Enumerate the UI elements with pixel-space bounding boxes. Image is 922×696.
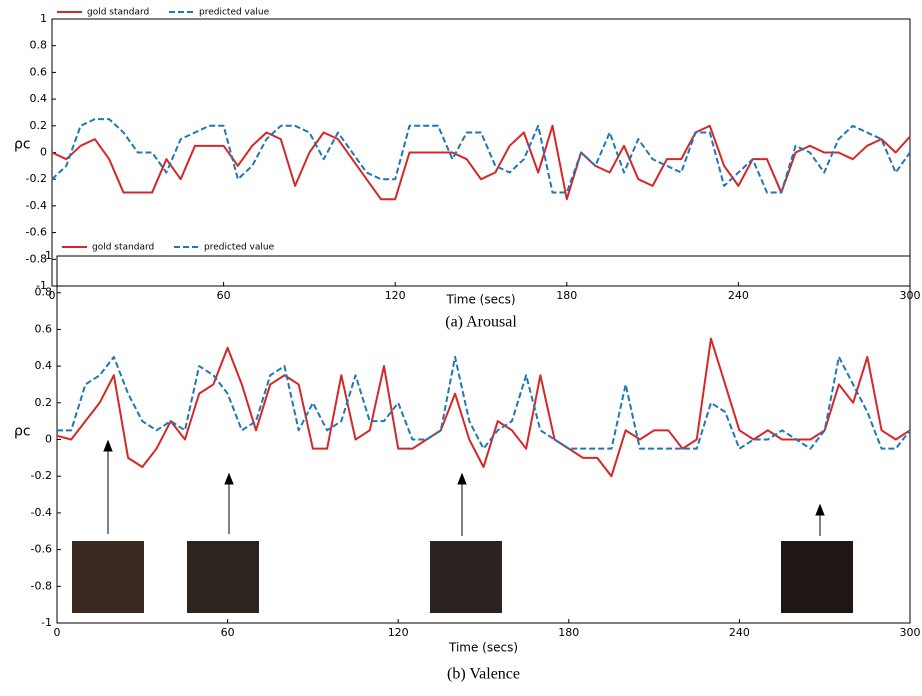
x-tick-label: 180 xyxy=(556,289,577,302)
y-tick-label: 0.6 xyxy=(30,65,48,78)
y-tick-label: 0 xyxy=(40,146,47,159)
arrow-head xyxy=(815,503,825,516)
y-tick-label: 0.4 xyxy=(35,359,53,372)
y-tick-label: -1 xyxy=(36,279,47,292)
face-image xyxy=(72,541,144,613)
y-tick-label: -0.4 xyxy=(31,506,52,519)
x-tick-label: 180 xyxy=(558,626,579,639)
arrow-head xyxy=(224,472,234,485)
arrow-head xyxy=(103,439,113,452)
series-line xyxy=(56,337,911,478)
series-line xyxy=(51,118,911,194)
x-tick-label: 300 xyxy=(900,626,921,639)
y-tick-label: 0.2 xyxy=(30,119,48,132)
y-tick-label: 1 xyxy=(45,249,52,262)
face-thumbnails xyxy=(72,439,853,613)
y-tick-label: 0.4 xyxy=(30,92,48,105)
y-tick-label: 0.2 xyxy=(35,396,53,409)
x-axis-label: Time (secs) xyxy=(445,293,515,307)
x-tick-label: 0 xyxy=(49,289,56,302)
y-tick-label: -1 xyxy=(41,616,52,629)
chart-title: (a) Arousal xyxy=(445,314,517,331)
x-tick-label: 0 xyxy=(54,626,61,639)
x-tick-label: 120 xyxy=(388,626,409,639)
subplot: -1 -0.8 -0.6 -0.4 -0.2 0 0.2 0.4 0.6 0.8 1 0 60 120 18… xyxy=(14,8,921,331)
legend-label: predicted value xyxy=(204,243,275,253)
x-tick-label: 60 xyxy=(217,289,231,302)
y-tick-label: -0.2 xyxy=(31,469,52,482)
face-image xyxy=(187,541,259,613)
x-axis-label: Time (secs) xyxy=(448,641,518,655)
x-tick-label: 240 xyxy=(728,289,749,302)
series-line xyxy=(57,355,911,450)
subplot: -1 -0.8 -0.6 -0.4 -0.2 0 0.2 0.4 0.6 0.8 1 0 60 120 18… xyxy=(14,243,921,683)
y-tick-label: 0.8 xyxy=(30,39,48,52)
y-tick-label: 0.6 xyxy=(35,322,53,335)
face-image xyxy=(781,541,853,613)
y-axis-label: ρc xyxy=(14,424,31,440)
legend-label: gold standard xyxy=(87,8,149,18)
face-image xyxy=(430,541,502,613)
y-tick-label: 1 xyxy=(40,12,47,25)
x-tick-label: 300 xyxy=(900,289,921,302)
y-tick-label: -0.8 xyxy=(31,579,52,592)
y-tick-label: 0 xyxy=(45,433,52,446)
chart-title: (b) Valence xyxy=(447,666,520,683)
y-tick-label: -0.2 xyxy=(26,172,47,185)
y-tick-label: -0.6 xyxy=(31,543,52,556)
y-tick-label: -0.6 xyxy=(26,226,47,239)
x-tick-label: 60 xyxy=(221,626,235,639)
legend-label: gold standard xyxy=(92,243,154,253)
x-tick-label: 240 xyxy=(729,626,750,639)
y-tick-label: -0.4 xyxy=(26,199,47,212)
y-tick-label: 0.8 xyxy=(35,286,53,299)
x-tick-label: 120 xyxy=(385,289,406,302)
y-axis-label: ρc xyxy=(14,137,31,153)
arrow-head xyxy=(457,472,467,485)
arrows xyxy=(103,439,825,536)
plot-area xyxy=(51,18,911,287)
legend-label: predicted value xyxy=(199,8,270,18)
y-tick-label: -0.8 xyxy=(26,252,47,265)
series-line xyxy=(51,124,911,201)
